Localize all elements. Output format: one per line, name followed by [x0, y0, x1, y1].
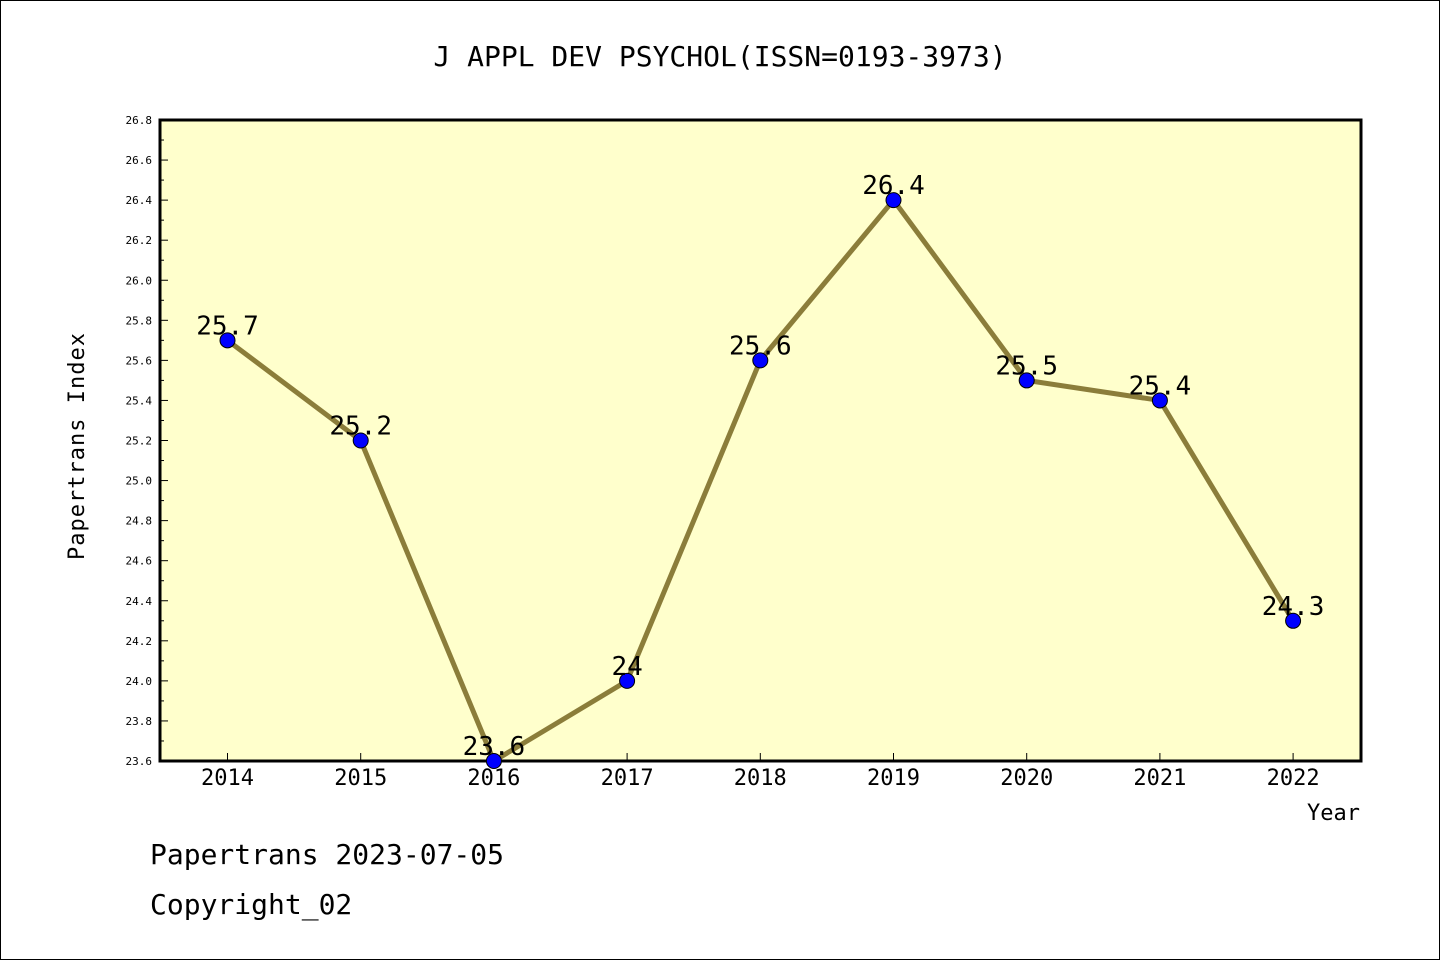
data-point: [1018, 372, 1035, 389]
y-tick-label: 25.0: [126, 475, 153, 488]
footer-copyright: Copyright_02: [150, 888, 352, 922]
data-label: 24.3: [1262, 592, 1325, 622]
y-tick-label: 24.2: [126, 635, 153, 648]
data-label: 25.4: [1129, 371, 1192, 401]
y-tick-label: 23.6: [126, 755, 153, 768]
y-tick-label: 26.2: [126, 234, 153, 247]
y-tick-label: 23.8: [126, 715, 153, 728]
data-point: [619, 672, 636, 689]
y-tick-label: 24.4: [126, 595, 153, 608]
data-label: 25.7: [196, 311, 259, 341]
data-point: [1151, 392, 1168, 409]
series-segment: [491, 678, 630, 764]
series-segment: [1157, 397, 1296, 624]
series-segment: [757, 197, 896, 363]
y-tick-label: 26.0: [126, 274, 153, 287]
data-point: [485, 753, 502, 769]
data-label: 25.5: [995, 351, 1058, 381]
data-point: [885, 192, 902, 209]
y-tick-label: 25.8: [126, 314, 153, 327]
data-label: 23.6: [463, 732, 526, 762]
data-label: 25.6: [729, 331, 792, 361]
x-tick-label: 2014: [201, 766, 254, 791]
x-tick-label: 2020: [1000, 766, 1053, 791]
series-line-group: [225, 197, 1296, 764]
y-axis: 23.6 23.8 24.0 24.2 24.4 24.6 24.8 25.0 25.2 25.4…: [126, 114, 168, 768]
series-segment: [624, 357, 763, 684]
x-axis-label: Year: [1307, 801, 1360, 826]
data-label: 26.4: [862, 171, 925, 201]
series-segment: [225, 337, 364, 443]
data-markers: [219, 192, 1302, 769]
y-tick-label: 25.6: [126, 354, 153, 367]
y-tick-label: 24.6: [126, 555, 153, 568]
x-tick-label: 2018: [734, 766, 787, 791]
footer-date: Papertrans 2023-07-05: [150, 838, 504, 871]
x-tick-label: 2015: [334, 766, 387, 791]
y-tick-label: 26.6: [126, 154, 153, 167]
x-tick-label: 2017: [601, 766, 654, 791]
data-label: 25.2: [329, 412, 392, 442]
y-tick-label: 25.2: [126, 435, 153, 448]
x-tick-label: 2021: [1133, 766, 1186, 791]
x-tick-label: 2022: [1267, 766, 1320, 791]
y-axis-label: Papertrans Index: [65, 332, 90, 560]
series-segment: [358, 438, 497, 764]
x-tick-label: 2016: [467, 766, 520, 791]
series-segment: [891, 197, 1030, 383]
data-point: [352, 432, 369, 449]
data-label: 24: [611, 652, 642, 682]
y-tick-label: 26.8: [126, 114, 153, 127]
y-tick-label: 24.0: [126, 675, 153, 688]
data-point: [1285, 612, 1302, 629]
x-tick-label: 2019: [867, 766, 920, 791]
y-tick-label: 24.8: [126, 515, 153, 528]
data-labels: 25.7 25.2 23.6 24 25.6 26.4 25.5 25.4 24.3: [196, 171, 1324, 762]
data-point: [219, 332, 236, 349]
y-tick-label: 26.4: [126, 194, 153, 207]
chart-title: J APPL DEV PSYCHOL(ISSN=0193-3973): [433, 40, 1006, 73]
series-segment: [1024, 377, 1163, 403]
data-point: [752, 352, 769, 369]
x-axis: 2014 2015 2016 2017 2018 2019 2020 2021 2022: [201, 753, 1320, 791]
y-tick-label: 25.4: [126, 394, 153, 407]
